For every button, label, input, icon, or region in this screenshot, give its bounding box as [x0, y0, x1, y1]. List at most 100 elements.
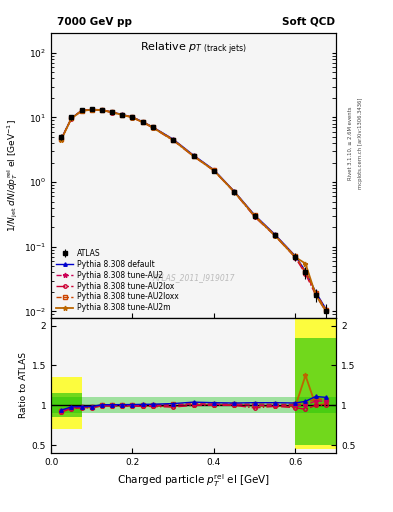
- Pythia 8.308 tune-AU2: [151, 124, 155, 131]
- Pythia 8.308 tune-AU2m: [252, 213, 257, 219]
- Pythia 8.308 default: [191, 152, 196, 158]
- Line: Pythia 8.308 tune-AU2: Pythia 8.308 tune-AU2: [59, 107, 328, 312]
- Line: Pythia 8.308 default: Pythia 8.308 default: [59, 108, 328, 310]
- Bar: [51, 377, 82, 429]
- Pythia 8.308 tune-AU2lox: [191, 153, 196, 159]
- Pythia 8.308 tune-AU2lox: [69, 116, 74, 122]
- Pythia 8.308 tune-AU2lox: [252, 214, 257, 220]
- Legend: ATLAS, Pythia 8.308 default, Pythia 8.308 tune-AU2, Pythia 8.308 tune-AU2lox, Py: ATLAS, Pythia 8.308 default, Pythia 8.30…: [55, 247, 180, 314]
- Pythia 8.308 tune-AU2loxx: [171, 137, 176, 143]
- Pythia 8.308 default: [211, 167, 216, 173]
- Pythia 8.308 tune-AU2loxx: [191, 153, 196, 159]
- Pythia 8.308 default: [130, 114, 135, 120]
- Text: Rivet 3.1.10, ≥ 2.6M events: Rivet 3.1.10, ≥ 2.6M events: [348, 106, 353, 180]
- Pythia 8.308 tune-AU2lox: [90, 107, 94, 113]
- Pythia 8.308 tune-AU2m: [140, 119, 145, 125]
- Pythia 8.308 default: [313, 289, 318, 295]
- Pythia 8.308 tune-AU2lox: [110, 110, 114, 116]
- Pythia 8.308 tune-AU2lox: [313, 292, 318, 298]
- Pythia 8.308 tune-AU2m: [69, 115, 74, 121]
- Pythia 8.308 tune-AU2: [323, 307, 328, 313]
- Pythia 8.308 tune-AU2: [120, 112, 125, 118]
- Pythia 8.308 tune-AU2lox: [171, 137, 176, 143]
- Line: Pythia 8.308 tune-AU2m: Pythia 8.308 tune-AU2m: [59, 108, 328, 313]
- Pythia 8.308 tune-AU2loxx: [79, 108, 84, 114]
- Bar: [51, 393, 82, 417]
- Pythia 8.308 tune-AU2lox: [130, 115, 135, 121]
- Pythia 8.308 tune-AU2: [90, 106, 94, 113]
- Pythia 8.308 default: [252, 212, 257, 218]
- Pythia 8.308 default: [151, 124, 155, 130]
- Pythia 8.308 tune-AU2lox: [303, 271, 308, 277]
- Pythia 8.308 tune-AU2m: [293, 254, 298, 260]
- Pythia 8.308 tune-AU2m: [191, 153, 196, 159]
- Pythia 8.308 tune-AU2: [110, 109, 114, 115]
- Pythia 8.308 default: [140, 119, 145, 125]
- Pythia 8.308 tune-AU2loxx: [313, 290, 318, 296]
- Pythia 8.308 default: [323, 306, 328, 312]
- Text: Soft QCD: Soft QCD: [282, 16, 335, 27]
- Pythia 8.308 tune-AU2m: [232, 189, 237, 195]
- Pythia 8.308 tune-AU2m: [323, 308, 328, 314]
- Pythia 8.308 tune-AU2: [130, 114, 135, 120]
- Pythia 8.308 default: [90, 106, 94, 113]
- Pythia 8.308 tune-AU2loxx: [323, 307, 328, 313]
- Pythia 8.308 tune-AU2m: [79, 108, 84, 114]
- Pythia 8.308 default: [59, 136, 64, 142]
- Pythia 8.308 tune-AU2loxx: [293, 253, 298, 260]
- Pythia 8.308 default: [69, 115, 74, 121]
- Pythia 8.308 tune-AU2: [140, 119, 145, 125]
- Pythia 8.308 tune-AU2loxx: [211, 167, 216, 174]
- Pythia 8.308 tune-AU2m: [90, 106, 94, 113]
- Pythia 8.308 default: [110, 109, 114, 115]
- Pythia 8.308 tune-AU2: [252, 213, 257, 219]
- Pythia 8.308 tune-AU2m: [120, 112, 125, 118]
- Pythia 8.308 tune-AU2loxx: [232, 188, 237, 195]
- Pythia 8.308 default: [79, 108, 84, 114]
- Pythia 8.308 default: [293, 253, 298, 259]
- Pythia 8.308 tune-AU2m: [171, 137, 176, 143]
- Text: Relative $p_{T\ \rm (track\ jets)}$: Relative $p_{T\ \rm (track\ jets)}$: [140, 40, 247, 57]
- Pythia 8.308 tune-AU2loxx: [90, 106, 94, 113]
- Pythia 8.308 tune-AU2m: [313, 292, 318, 298]
- Pythia 8.308 tune-AU2loxx: [151, 124, 155, 131]
- Pythia 8.308 tune-AU2: [59, 136, 64, 142]
- Pythia 8.308 tune-AU2lox: [99, 107, 104, 113]
- Text: 7000 GeV pp: 7000 GeV pp: [57, 16, 132, 27]
- Pythia 8.308 tune-AU2lox: [211, 167, 216, 174]
- Pythia 8.308 tune-AU2loxx: [303, 269, 308, 275]
- Pythia 8.308 tune-AU2: [313, 290, 318, 296]
- Pythia 8.308 tune-AU2loxx: [110, 109, 114, 115]
- Bar: [295, 337, 336, 445]
- Pythia 8.308 tune-AU2m: [211, 167, 216, 174]
- Line: Pythia 8.308 tune-AU2loxx: Pythia 8.308 tune-AU2loxx: [59, 108, 328, 311]
- Pythia 8.308 tune-AU2: [293, 254, 298, 260]
- Pythia 8.308 default: [120, 112, 125, 118]
- Pythia 8.308 tune-AU2: [303, 269, 308, 275]
- Pythia 8.308 tune-AU2: [171, 137, 176, 143]
- Pythia 8.308 tune-AU2: [99, 107, 104, 113]
- Pythia 8.308 tune-AU2lox: [59, 136, 64, 142]
- Line: Pythia 8.308 tune-AU2lox: Pythia 8.308 tune-AU2lox: [59, 108, 328, 313]
- Pythia 8.308 tune-AU2loxx: [273, 232, 277, 238]
- X-axis label: Charged particle $p_T^{\rm rel}$ el [GeV]: Charged particle $p_T^{\rm rel}$ el [GeV…: [117, 473, 270, 489]
- Pythia 8.308 tune-AU2: [273, 232, 277, 239]
- Pythia 8.308 tune-AU2lox: [323, 308, 328, 314]
- Pythia 8.308 default: [303, 268, 308, 274]
- Pythia 8.308 tune-AU2m: [59, 137, 64, 143]
- Pythia 8.308 tune-AU2loxx: [69, 115, 74, 121]
- Text: ATLAS_2011_I919017: ATLAS_2011_I919017: [152, 273, 235, 283]
- Pythia 8.308 tune-AU2loxx: [120, 112, 125, 118]
- Pythia 8.308 tune-AU2lox: [120, 112, 125, 118]
- Pythia 8.308 tune-AU2m: [303, 261, 308, 267]
- Pythia 8.308 tune-AU2: [69, 115, 74, 121]
- Y-axis label: $1/N_{\rm jet}\ dN/dp_T^{\rm rel}\ \rm el\ [GeV^{-1}]$: $1/N_{\rm jet}\ dN/dp_T^{\rm rel}\ \rm e…: [5, 119, 20, 232]
- Pythia 8.308 tune-AU2loxx: [252, 212, 257, 219]
- Pythia 8.308 default: [171, 136, 176, 142]
- Pythia 8.308 tune-AU2m: [130, 115, 135, 121]
- Pythia 8.308 tune-AU2loxx: [140, 119, 145, 125]
- Pythia 8.308 tune-AU2: [211, 167, 216, 174]
- Pythia 8.308 tune-AU2m: [273, 232, 277, 239]
- Pythia 8.308 tune-AU2m: [151, 124, 155, 131]
- Pythia 8.308 tune-AU2lox: [273, 232, 277, 239]
